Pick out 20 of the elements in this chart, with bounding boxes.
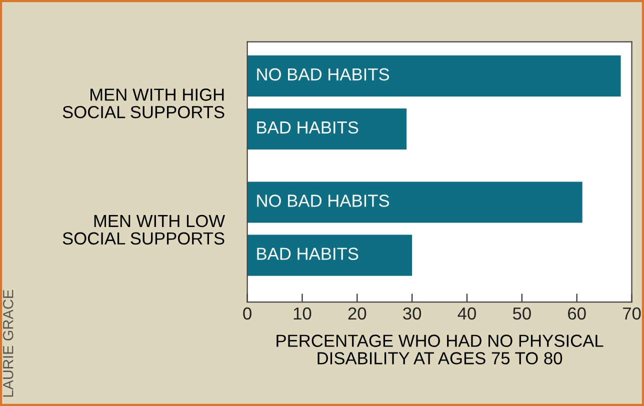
x-tick-label: 40 <box>458 307 476 320</box>
y-tick-label: MEN WITH LOW SOCIAL SUPPORTS <box>62 214 226 245</box>
series-label: BAD HABITS <box>257 121 358 134</box>
bar <box>247 55 621 96</box>
y-tick-label: MEN WITH HIGH SOCIAL SUPPORTS <box>62 88 224 118</box>
x-tick-label: 0 <box>243 307 252 320</box>
bar <box>247 234 412 276</box>
x-tick-label: 70 <box>623 307 641 320</box>
text: BAD HABITS <box>257 248 358 260</box>
x-tick-label: 50 <box>512 307 531 320</box>
text: NO BAD HABITS <box>257 194 390 207</box>
x-axis-title: PERCENTAGE WHO HAD NO PHYSICAL DISABILITY AT AGES 75 TO 80 <box>276 334 604 364</box>
bar <box>247 108 407 150</box>
x-tick-label: 20 <box>348 307 366 320</box>
x-tick-label: 30 <box>403 307 422 320</box>
text: LAURIE GRACE <box>2 290 14 397</box>
bar <box>247 182 582 223</box>
series-label: NO BAD HABITS <box>257 68 390 81</box>
x-tick-label: 60 <box>568 307 586 320</box>
x-tick-label: 10 <box>294 307 312 320</box>
